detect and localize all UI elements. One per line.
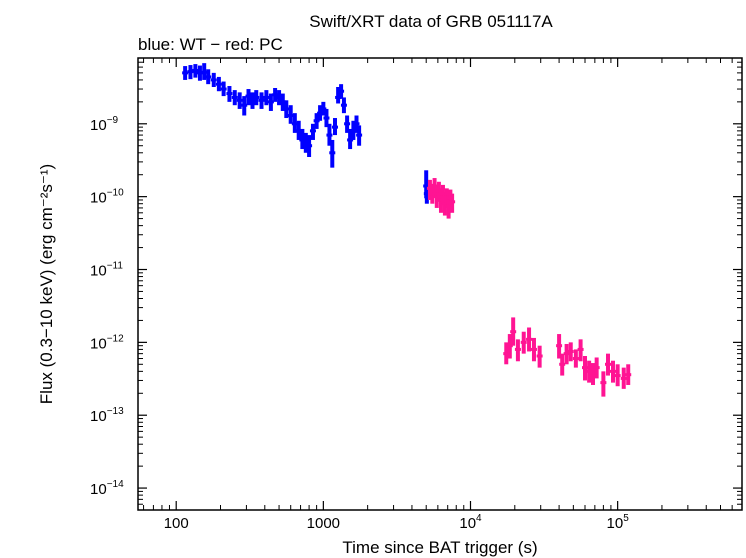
plot-frame [137,57,743,511]
x-axis-ticks: 1001000104105106 [143,58,743,532]
x-tick-label: 100 [164,515,189,532]
x-tick-label: 104 [459,513,482,532]
y-tick-label: 10−10 [90,188,124,207]
x-tick-label: 105 [607,513,630,532]
series-layer [182,63,632,397]
y-tick-label: 10−12 [90,333,124,352]
y-tick-label: 10−13 [90,406,124,425]
y-tick-label: 10−11 [90,261,123,280]
y-tick-label: 10−9 [90,115,119,134]
x-axis-label: Time since BAT trigger (s) [342,538,537,557]
y-axis-label: Flux (0.3−10 keV) (erg cm⁻²s⁻¹) [37,164,56,404]
y-tick-label: 10−14 [90,479,124,498]
series-pc [426,178,632,397]
chart-title: Swift/XRT data of GRB 051117A [309,12,553,31]
series-wt [182,63,430,204]
y-axis-ticks: 10−9 10−10 10−11 10−12 10−13 10−14 [90,57,742,511]
x-tick-label: 1000 [307,515,340,532]
chart-subtitle: blue: WT − red: PC [138,35,283,54]
